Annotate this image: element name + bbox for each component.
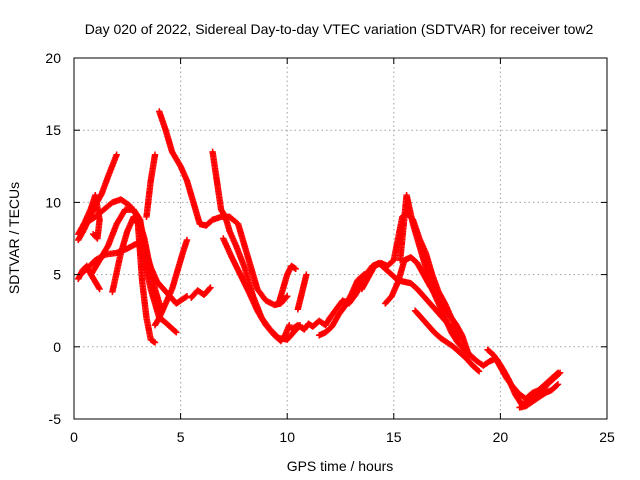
data-point (172, 328, 179, 335)
data-point (91, 232, 98, 239)
data-point (96, 285, 103, 293)
y-tick-label: 0 (53, 339, 61, 355)
x-tick-label: 5 (177, 429, 185, 445)
data-point (182, 293, 189, 301)
data-point (151, 151, 159, 158)
series-arc-21 (411, 307, 483, 375)
series-arc-9 (151, 236, 191, 329)
grid (74, 58, 607, 419)
series-arc-22 (484, 346, 562, 402)
data-point (553, 370, 561, 377)
series-arc-7 (109, 213, 159, 346)
series-arc-11 (188, 284, 214, 301)
y-axis-label: SDTVAR / TECUs (6, 182, 22, 294)
y-tick-label: 5 (53, 267, 61, 283)
y-tick-label: 15 (45, 122, 61, 138)
data-point (554, 381, 562, 388)
plot-frame (73, 57, 608, 420)
data-point (286, 321, 293, 329)
y-tick-label: 10 (45, 194, 61, 210)
data-point (183, 236, 191, 244)
series-arc-16 (294, 271, 310, 313)
chart-title: Day 020 of 2022, Sidereal Day-to-day VTE… (85, 21, 594, 37)
data-point (283, 294, 290, 301)
series-arc-10 (156, 108, 291, 309)
y-tick-label: -5 (49, 411, 62, 427)
data-point (151, 339, 159, 346)
x-tick-label: 0 (70, 429, 78, 445)
axes: 0 5 10 15 20 25 -5 0 5 10 15 20 (45, 50, 615, 445)
data-point (292, 265, 299, 273)
series-arc-23 (516, 381, 562, 411)
x-tick-label: 20 (493, 429, 509, 445)
data-point (554, 369, 562, 376)
data-point (173, 329, 180, 336)
series-arc-8 (143, 151, 159, 221)
series-arc-14 (275, 262, 299, 307)
x-axis-label: GPS time / hours (287, 458, 394, 474)
series-arc-13 (220, 235, 293, 345)
y-tick-label: 20 (45, 50, 61, 66)
x-tick-label: 10 (279, 429, 295, 445)
series-layer (75, 108, 564, 411)
data-point (206, 285, 213, 292)
data-point (89, 230, 97, 238)
data-point (474, 367, 482, 374)
x-tick-label: 25 (599, 429, 615, 445)
series-arc-20 (396, 191, 564, 408)
data-point (553, 382, 561, 389)
data-point (113, 151, 120, 158)
data-point (303, 271, 310, 278)
x-tick-label: 15 (386, 429, 402, 445)
data-point (207, 284, 214, 291)
data-point (284, 293, 291, 300)
data-point (475, 368, 483, 375)
